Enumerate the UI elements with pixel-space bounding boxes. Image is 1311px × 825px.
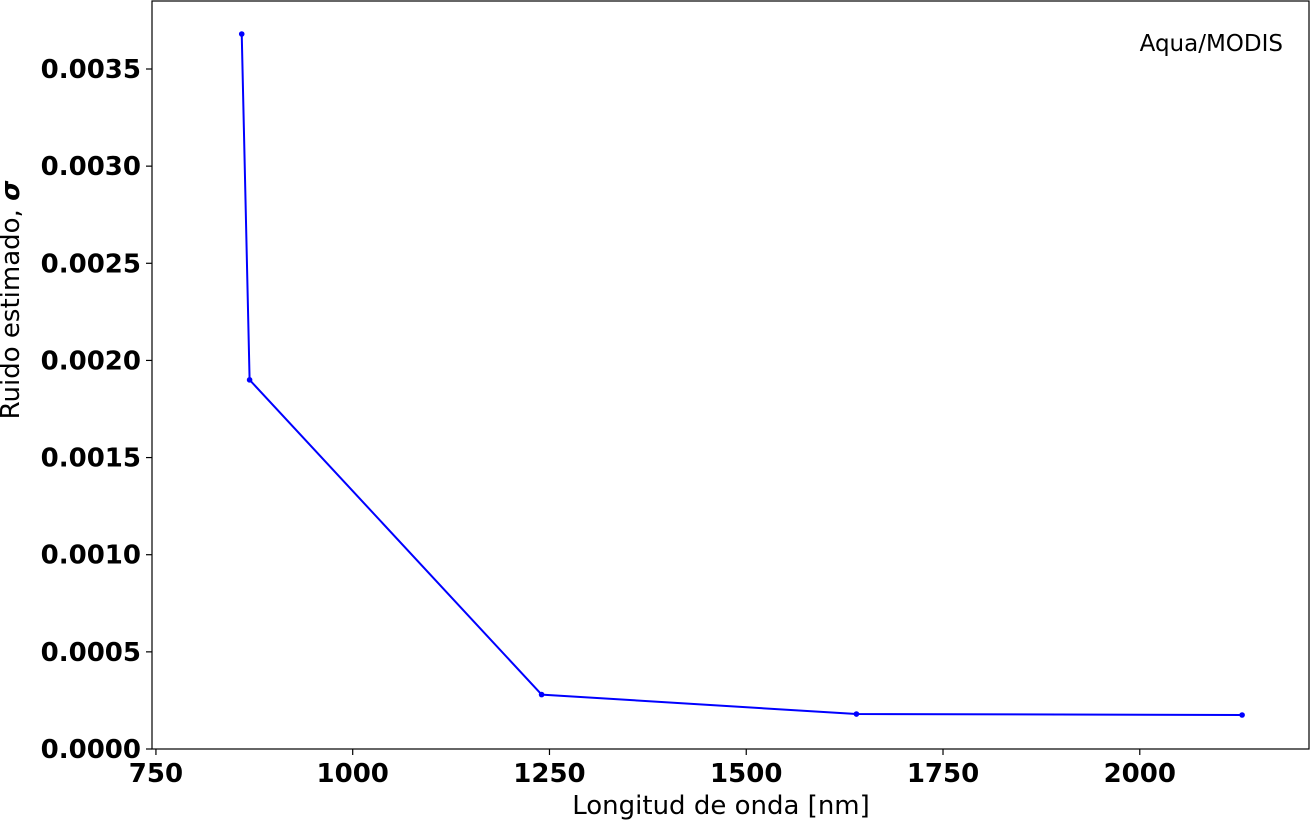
x-tick-label: 1000 xyxy=(317,759,389,789)
y-tick-label: 0.0035 xyxy=(41,55,141,85)
y-tick-label: 0.0020 xyxy=(41,346,141,376)
y-axis-label-symbol: σ xyxy=(0,180,26,201)
plot-area xyxy=(151,0,1310,750)
x-tick-label: 1250 xyxy=(513,759,585,789)
x-tick-label: 2000 xyxy=(1104,759,1176,789)
y-tick-label: 0.0025 xyxy=(41,249,141,279)
y-tick-label: 0.0015 xyxy=(41,444,141,474)
axis-ticks: 750 1000 1250 1500 1750 2000 0.0000 0.0005 0.001… xyxy=(41,55,1176,789)
x-tick-label: 1750 xyxy=(907,759,979,789)
y-tick-label: 0.0030 xyxy=(41,152,141,182)
y-tick-label: 0.0000 xyxy=(41,735,141,765)
x-tick-label: 1500 xyxy=(710,759,782,789)
series-line xyxy=(240,34,1243,716)
y-axis-label: Ruido estimado, σ xyxy=(0,180,26,419)
chart-annotation: Aqua/MODIS xyxy=(1140,31,1283,57)
x-tick-label: 750 xyxy=(129,759,183,789)
plot-frame xyxy=(151,0,1310,750)
data-point xyxy=(246,377,253,383)
data-point xyxy=(538,691,545,698)
x-axis-label: Longitud de onda [nm] xyxy=(572,791,870,821)
data-point xyxy=(238,31,245,37)
data-point xyxy=(1239,712,1245,718)
data-point xyxy=(853,711,860,717)
y-axis-label-text: Ruido estimado, xyxy=(0,201,26,419)
y-tick-label: 0.0010 xyxy=(41,541,141,571)
y-tick-label: 0.0005 xyxy=(41,638,141,668)
